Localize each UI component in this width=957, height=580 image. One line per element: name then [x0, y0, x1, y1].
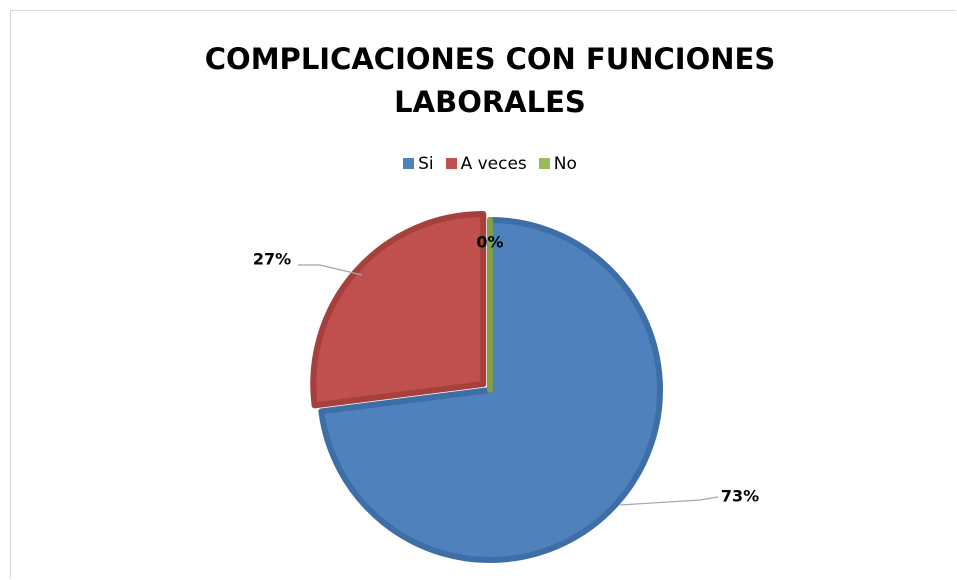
- chart-title: COMPLICACIONES CON FUNCIONES LABORALES: [204, 42, 776, 119]
- legend-label: A veces: [460, 154, 527, 174]
- legend-swatch: [445, 158, 457, 169]
- pie-slice: [310, 211, 487, 409]
- legend-label: No: [553, 154, 577, 174]
- data-label: 73%: [721, 487, 759, 506]
- leader-line: [298, 264, 363, 276]
- legend-swatch: [538, 158, 550, 169]
- leader-line: [619, 496, 719, 506]
- legend-item: A veces: [445, 154, 527, 174]
- data-label: 0%: [476, 233, 503, 252]
- legend-swatch: [403, 158, 415, 169]
- legend-item: No: [538, 154, 577, 174]
- legend: Si A veces No: [0, 154, 957, 174]
- legend-label: Si: [418, 154, 434, 174]
- legend-item: Si: [403, 154, 434, 174]
- data-label: 27%: [253, 250, 291, 269]
- chart-frame: [10, 10, 956, 579]
